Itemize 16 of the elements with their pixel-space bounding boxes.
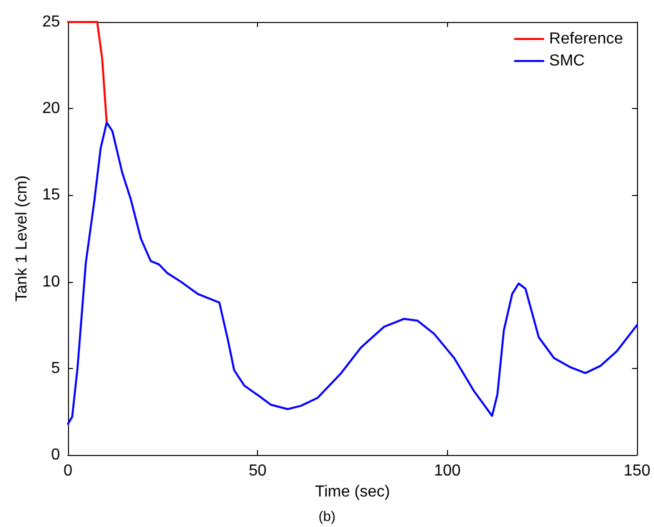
legend-label: Reference (549, 30, 624, 48)
y-axis-title: Tank 1 Level (cm) (14, 175, 30, 302)
legend-label: SMC (549, 52, 585, 70)
x-tick-label: 100 (434, 462, 461, 480)
x-tick-label: 50 (248, 462, 267, 480)
y-tick-label: 20 (42, 100, 60, 118)
line-series (67, 121, 638, 425)
y-tick-label: 15 (42, 186, 60, 204)
y-tick-label: 0 (51, 446, 60, 464)
x-axis-title: Time (sec) (315, 483, 390, 500)
text: (b) (318, 508, 336, 524)
y-tick-label: 5 (51, 360, 60, 377)
x-tick-label: 150 (624, 462, 650, 480)
y-tick-label: 25 (42, 14, 60, 30)
y-tick-label: 10 (42, 273, 60, 290)
x-tick-label: 0 (64, 462, 73, 480)
